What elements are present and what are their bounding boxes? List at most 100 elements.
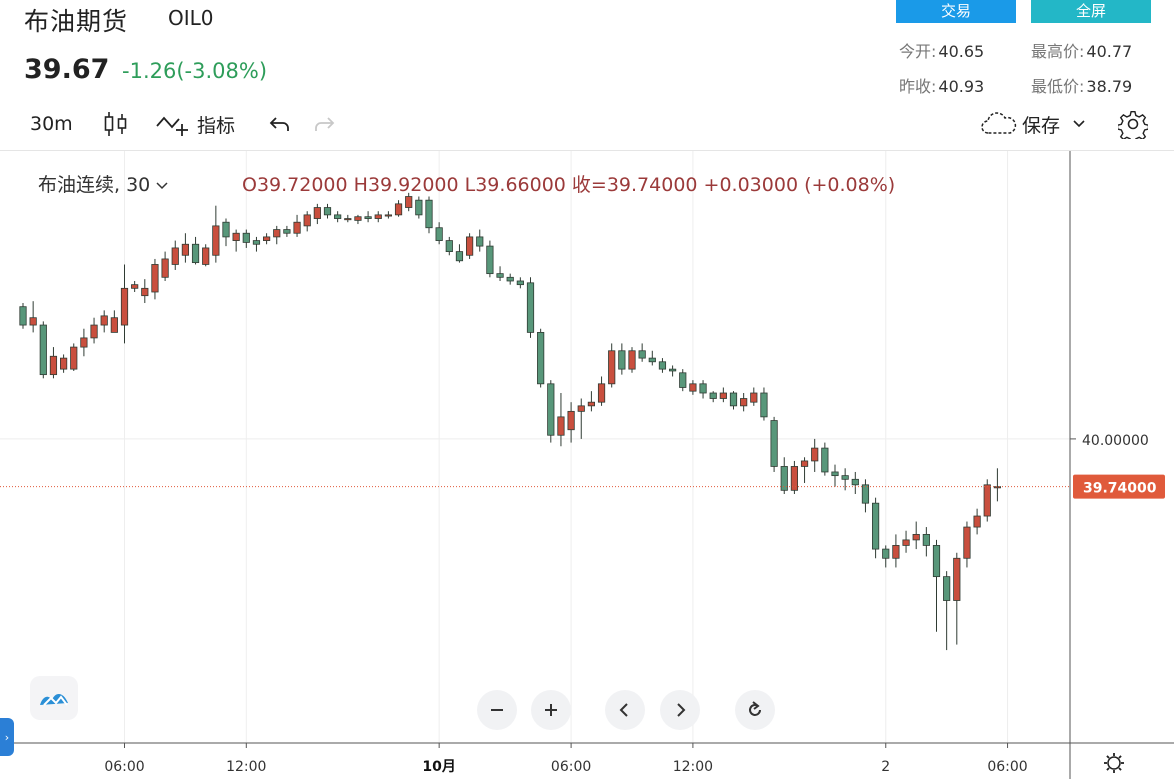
candle-down <box>283 229 291 234</box>
candle-up <box>719 392 727 399</box>
candle-down <box>455 251 464 262</box>
undo-icon <box>269 117 289 131</box>
candle-down <box>770 420 778 467</box>
save-button[interactable]: 保存 <box>980 108 1086 140</box>
low-stat: 最低价: 38.79 <box>1031 73 1132 97</box>
gear-ring <box>1107 756 1121 770</box>
chart-logo-button[interactable] <box>30 676 78 720</box>
chevron-right-icon <box>677 703 686 717</box>
chevron-right-icon: › <box>4 730 10 744</box>
y-tick-label: 40.00000 <box>1082 433 1149 449</box>
candle-up <box>110 317 118 333</box>
instrument-code: OIL0 <box>168 6 214 30</box>
candle-up <box>60 357 68 370</box>
cloud-icon <box>981 112 1017 134</box>
trade-button[interactable]: 交易 <box>896 0 1016 23</box>
symbol-selector[interactable]: 布油连续, 30 <box>38 170 168 197</box>
minus-icon <box>491 709 503 711</box>
candle-up <box>750 392 758 403</box>
open-label: 今开: <box>899 42 937 61</box>
candle-up <box>232 232 240 241</box>
axis-settings-icon[interactable] <box>1104 753 1124 773</box>
candle-up <box>993 486 1002 489</box>
chart-type-button[interactable] <box>103 108 129 140</box>
open-value: 40.65 <box>938 42 985 61</box>
candle-up <box>141 287 149 297</box>
candle-down <box>547 383 555 436</box>
instrument-title: 布油期货 <box>24 7 129 36</box>
candle-down <box>861 484 870 504</box>
candle-up <box>740 398 748 407</box>
candle-up <box>100 315 108 326</box>
gear-tooth <box>1106 767 1110 771</box>
candle-up <box>212 225 220 256</box>
candle-up <box>131 284 139 289</box>
candlestick-icon <box>104 112 127 136</box>
candle-up <box>983 484 991 517</box>
redo-icon <box>315 117 335 131</box>
chevron-left-icon <box>619 703 628 717</box>
candle-down <box>242 232 250 243</box>
candle-up <box>80 337 88 348</box>
candle-up <box>405 196 413 208</box>
candle-up <box>202 247 210 265</box>
high-label: 最高价: <box>1031 42 1085 61</box>
candle-up <box>29 317 37 326</box>
candle-up <box>628 350 636 370</box>
indicators-button[interactable]: 指标 <box>155 108 235 140</box>
candle-up <box>171 247 179 265</box>
settings-button[interactable] <box>1118 108 1148 140</box>
price-change: -1.26(-3.08%) <box>122 59 268 83</box>
fullscreen-button[interactable]: 全屏 <box>1031 0 1151 23</box>
candle-up <box>49 355 58 376</box>
candle-up <box>151 264 159 293</box>
open-stat: 今开: 40.65 <box>899 38 984 62</box>
candle-down <box>222 221 230 238</box>
candle-up <box>557 416 565 436</box>
candle-down <box>851 478 859 486</box>
low-label: 最低价: <box>1031 77 1085 96</box>
zoom-out-button[interactable] <box>477 690 517 730</box>
reset-chart-button[interactable] <box>735 690 775 730</box>
candle-down <box>537 331 545 385</box>
candle-up <box>790 466 799 491</box>
gear-tooth <box>1106 755 1110 759</box>
candle-down <box>872 502 880 550</box>
candle-up <box>973 515 981 528</box>
chevron-down-icon <box>1073 120 1085 128</box>
x-tick-label: 12:00 <box>226 759 266 775</box>
redo-button[interactable] <box>312 108 336 140</box>
x-tick-label: 10月 <box>422 759 455 775</box>
candle-down <box>679 372 687 388</box>
undo-button[interactable] <box>268 108 292 140</box>
candle-down <box>435 227 443 241</box>
legend-ohlc: O39.72000 H39.92000 L39.66000 收=39.74000… <box>242 174 896 196</box>
zoom-in-button[interactable] <box>531 690 571 730</box>
candle-down <box>709 392 717 399</box>
interval-selector[interactable]: 30m <box>30 108 73 140</box>
candle-up <box>374 214 382 219</box>
scroll-right-button[interactable] <box>660 690 700 730</box>
candle-down <box>425 199 433 229</box>
candle-up <box>902 539 910 546</box>
candle-up <box>273 229 281 238</box>
plus-icon <box>545 704 557 716</box>
candle-up <box>689 383 697 392</box>
candle-up <box>892 545 900 559</box>
candle-up <box>394 203 403 216</box>
save-label: 保存 <box>1022 114 1061 137</box>
interval-label: 30m <box>30 113 73 135</box>
candle-down <box>618 350 626 370</box>
expand-sidebar-tab[interactable]: › <box>0 718 14 756</box>
candle-down <box>39 324 47 376</box>
candle-up <box>384 214 393 217</box>
candle-down <box>658 361 667 370</box>
candle-up <box>262 236 271 241</box>
candle-down <box>648 357 656 363</box>
price-chart[interactable]: 40.00000 39.74000 06:00 12:00 10月 06:00 12:00 2… <box>0 151 1174 779</box>
scroll-left-button[interactable] <box>605 690 645 730</box>
prev-close-label: 昨收: <box>899 77 937 96</box>
candle-up <box>181 243 189 256</box>
x-tick-label: 06:00 <box>104 759 144 775</box>
candle-up <box>963 526 971 559</box>
